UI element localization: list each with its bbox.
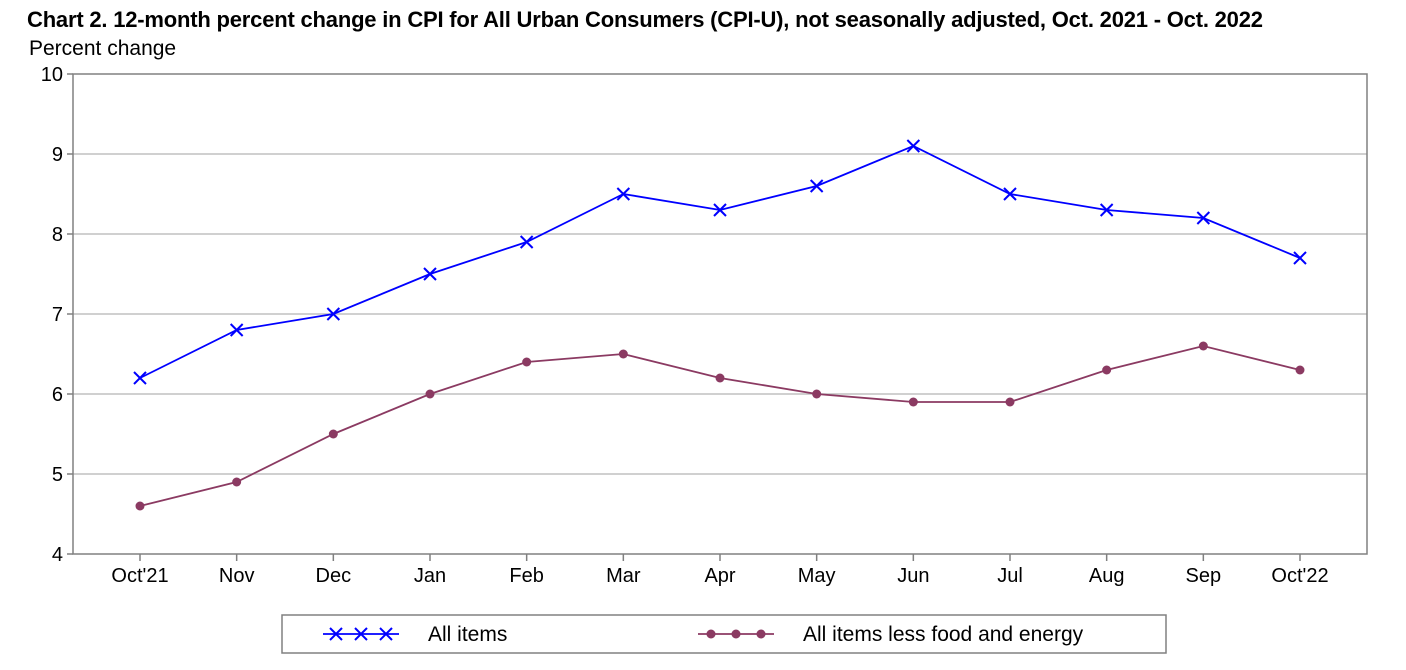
x-tick-label: May <box>798 565 836 587</box>
legend-box <box>281 614 1167 654</box>
x-tick-label: Dec <box>316 565 352 587</box>
x-tick-label: Oct'21 <box>111 565 168 587</box>
data-point <box>1295 365 1305 375</box>
x-tick-label: Sep <box>1186 565 1222 587</box>
data-point <box>522 357 532 367</box>
x-tick-label: Mar <box>606 565 641 587</box>
data-point <box>715 373 725 383</box>
data-point <box>232 477 242 487</box>
data-point <box>809 179 824 193</box>
x-tick-label: Oct'22 <box>1271 565 1328 587</box>
legend-marker <box>756 629 766 639</box>
data-point <box>908 397 918 407</box>
series-group <box>133 139 1307 511</box>
y-tick-label: 9 <box>52 144 63 166</box>
y-tick-label: 8 <box>52 224 63 246</box>
legend-marker <box>329 627 343 641</box>
legend-marker <box>379 627 393 641</box>
data-point <box>135 501 145 511</box>
data-point <box>326 307 341 321</box>
data-point <box>229 323 244 337</box>
data-point <box>1003 187 1017 201</box>
y-tick-label: 5 <box>52 464 63 486</box>
legend-marker <box>354 627 368 641</box>
series-core <box>135 341 1305 511</box>
legend-marker <box>731 629 741 639</box>
chart-title: Chart 2. 12-month percent change in CPI … <box>27 7 1263 32</box>
legend-item: All items less food and energy <box>698 623 1084 646</box>
y-tick-label: 7 <box>52 304 63 326</box>
data-point <box>423 267 437 281</box>
data-point <box>133 371 147 385</box>
data-point <box>906 139 921 153</box>
gridlines <box>73 153 1367 475</box>
x-tick-label: Jul <box>997 565 1023 587</box>
data-point <box>1198 341 1208 351</box>
x-tick-label: Aug <box>1089 565 1125 587</box>
y-tick-label: 4 <box>52 544 63 566</box>
data-point <box>618 349 628 359</box>
x-tick-label: Jun <box>897 565 929 587</box>
data-point <box>1196 211 1211 225</box>
legend: All items All items less food and energy <box>281 614 1167 654</box>
series-line <box>139 345 1301 507</box>
y-tick-label: 10 <box>41 64 63 86</box>
data-point <box>616 187 631 201</box>
data-point <box>328 429 338 439</box>
legend-item: All items <box>323 623 507 646</box>
x-tick-label: Nov <box>219 565 255 587</box>
x-tick-label: Jan <box>414 565 446 587</box>
legend-label: All items less food and energy <box>803 623 1084 646</box>
data-point <box>1099 203 1114 217</box>
legend-marker <box>706 629 716 639</box>
x-axis-ticks: Oct'21 Nov Dec Jan Feb Mar Apr May Jun Jul Aug Sep O… <box>111 554 1329 587</box>
y-axis-label: Percent change <box>29 37 177 60</box>
data-point <box>812 389 822 399</box>
y-axis-ticks: 4 5 6 7 8 9 10 <box>41 64 73 566</box>
y-tick-label: 6 <box>52 384 63 406</box>
data-point <box>1293 251 1307 265</box>
data-point <box>713 203 727 217</box>
series-line <box>139 145 1301 379</box>
series-all-items <box>133 139 1307 385</box>
legend-label: All items <box>428 623 507 646</box>
x-tick-label: Apr <box>704 565 735 587</box>
x-tick-label: Feb <box>509 565 543 587</box>
data-point <box>1102 365 1112 375</box>
data-point <box>425 389 435 399</box>
data-point <box>1005 397 1015 407</box>
data-point <box>519 235 534 249</box>
